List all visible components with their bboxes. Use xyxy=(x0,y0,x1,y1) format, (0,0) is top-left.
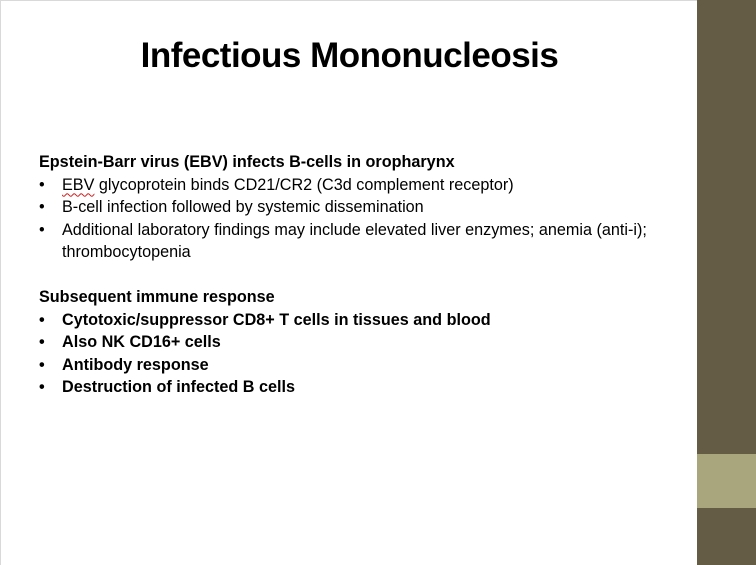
bullet-icon: • xyxy=(39,355,45,374)
bullet-icon: • xyxy=(39,220,45,239)
bullet-icon: • xyxy=(39,175,45,194)
list-item: • Destruction of infected B cells xyxy=(39,376,649,399)
ebv-bullet-list: • EBV glycoprotein binds CD21/CR2 (C3d c… xyxy=(39,174,649,264)
list-item: • Antibody response xyxy=(39,354,649,377)
bullet-icon: • xyxy=(39,378,45,396)
bullet-icon: • xyxy=(39,310,45,329)
sidebar-band-dark-bottom xyxy=(697,508,756,565)
misspelled-word: EBV xyxy=(62,175,95,194)
section-spacer xyxy=(39,264,649,287)
slide-title: Infectious Mononucleosis xyxy=(140,36,559,75)
bullet-icon: • xyxy=(39,333,45,351)
decorative-sidebar xyxy=(697,0,756,565)
sidebar-band-light xyxy=(697,454,756,508)
list-item: • EBV glycoprotein binds CD21/CR2 (C3d c… xyxy=(39,174,649,197)
immune-bullet-list: • Cytotoxic/suppressor CD8+ T cells in t… xyxy=(39,309,649,399)
list-item: • B-cell infection followed by systemic … xyxy=(39,196,649,219)
slide: Infectious Mononucleosis Epstein-Barr vi… xyxy=(0,0,697,565)
list-item-text: Additional laboratory findings may inclu… xyxy=(62,220,647,262)
list-item-text: Antibody response xyxy=(62,355,209,374)
list-item-text: Cytotoxic/suppressor CD8+ T cells in tis… xyxy=(62,310,491,329)
slide-body: Epstein-Barr virus (EBV) infects B-cells… xyxy=(39,151,649,399)
sidebar-band-dark-top xyxy=(697,0,756,454)
section-heading-ebv: Epstein-Barr virus (EBV) infects B-cells… xyxy=(39,153,455,171)
list-item-text: Destruction of infected B cells xyxy=(62,378,295,396)
list-item: • Also NK CD16+ cells xyxy=(39,331,649,354)
bullet-icon: • xyxy=(39,198,45,216)
list-item-text: B-cell infection followed by systemic di… xyxy=(62,198,424,216)
list-item: • Additional laboratory findings may inc… xyxy=(39,219,649,264)
list-item-text: Also NK CD16+ cells xyxy=(62,333,221,351)
section-heading-immune: Subsequent immune response xyxy=(39,288,275,306)
list-item-text: glycoprotein binds CD21/CR2 (C3d complem… xyxy=(94,175,514,194)
list-item: • Cytotoxic/suppressor CD8+ T cells in t… xyxy=(39,309,649,332)
